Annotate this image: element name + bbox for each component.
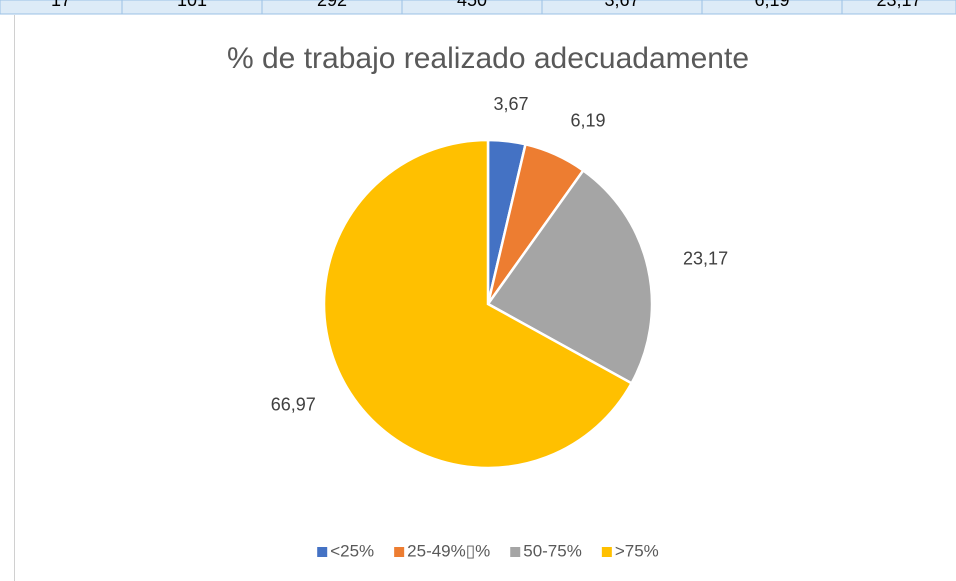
data-label: 23,17: [683, 248, 728, 268]
table-cell-text: 3,67: [604, 0, 639, 10]
legend-label: 25-49%▯%: [407, 541, 490, 560]
legend-label: >75%: [615, 541, 659, 560]
legend-swatch: [317, 547, 328, 557]
table-cell-text: 101: [177, 0, 207, 10]
legend-swatch: [601, 547, 612, 557]
table-cell-text: 292: [317, 0, 347, 10]
legend-swatch: [394, 547, 405, 557]
table-cell-text: 6,19: [754, 0, 789, 10]
chart-title: % de trabajo realizado adecuadamente: [227, 42, 749, 75]
table-cell-text: 23,17: [876, 0, 921, 10]
table-cell-text: 450: [457, 0, 487, 10]
pie-slice: [486, 168, 654, 385]
table-row: 17 101 292 450 3,67 6,19 23,17: [0, 0, 956, 15]
data-label: 6,19: [570, 111, 605, 131]
pie: 3,67 6,19 23,17 66,97: [271, 94, 728, 470]
legend: <25% 25-49%▯% 50-75% >75%: [317, 541, 659, 560]
data-label: 3,67: [493, 94, 528, 114]
legend-label: <25%: [330, 541, 374, 560]
pie-slice: [322, 138, 634, 470]
data-label: 66,97: [271, 394, 316, 414]
table-cell: [841, 0, 956, 15]
legend-label: 50-75%: [523, 541, 582, 560]
table-cell-text: 17: [51, 0, 71, 10]
legend-swatch: [510, 547, 521, 557]
